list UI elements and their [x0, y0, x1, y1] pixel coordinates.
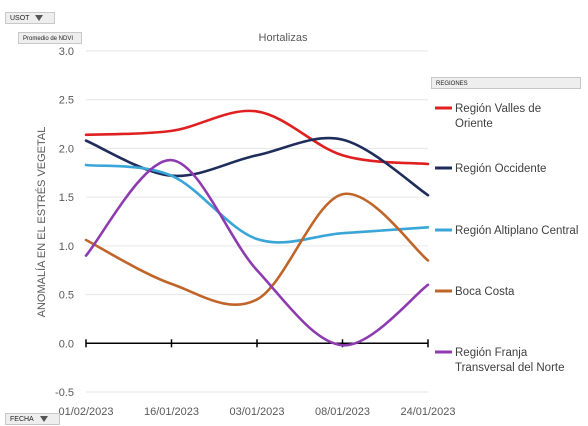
series-line — [84, 192, 430, 306]
regiones-field-label: REGIONES — [436, 81, 468, 87]
measure-field-button[interactable]: Promedio de NDVI — [18, 32, 82, 44]
y-tick-label: 3.0 — [59, 46, 74, 58]
legend-label: Región Occidente — [455, 163, 546, 175]
y-tick-label: 2.0 — [59, 143, 74, 155]
legend-label: Región Franja Transversal del Norte — [455, 347, 565, 374]
fecha-filter-label: FECHA — [10, 416, 34, 423]
series-line — [84, 163, 430, 244]
series-line — [84, 158, 430, 347]
x-tick-label: 24/01/2023 — [400, 406, 455, 418]
y-tick-label: 2.5 — [59, 95, 74, 107]
fecha-filter-button[interactable]: FECHA — [5, 413, 60, 425]
y-tick-label: 0.5 — [59, 290, 74, 302]
y-axis-label: ANOMALÍA EN EL ESTRÉS VEGETAL — [35, 127, 48, 318]
chart-title: Hortalizas — [259, 32, 308, 44]
y-tick-label: 0.0 — [59, 338, 74, 350]
legend-label: Región Valles de Oriente — [455, 103, 541, 130]
x-tick-label: 16/01/2023 — [144, 406, 199, 418]
y-tick-label: 1.5 — [59, 192, 74, 204]
regiones-field-button[interactable]: REGIONES — [431, 77, 581, 89]
y-tick-label: 1.0 — [59, 241, 74, 253]
measure-field-label: Promedio de NDVI — [23, 36, 74, 42]
x-tick-label: 01/02/2023 — [58, 406, 113, 418]
usot-filter-button[interactable]: USOT — [5, 12, 55, 24]
filter-icon — [39, 416, 48, 423]
y-tick-label: -0.5 — [55, 387, 74, 399]
series-line — [84, 109, 430, 166]
x-tick-label: 03/01/2023 — [229, 406, 284, 418]
usot-filter-label: USOT — [10, 15, 30, 22]
x-tick-label: 08/01/2023 — [315, 406, 370, 418]
legend-label: Boca Costa — [455, 286, 515, 298]
legend-label: Región Altiplano Central — [455, 225, 578, 237]
filter-icon — [35, 15, 44, 22]
